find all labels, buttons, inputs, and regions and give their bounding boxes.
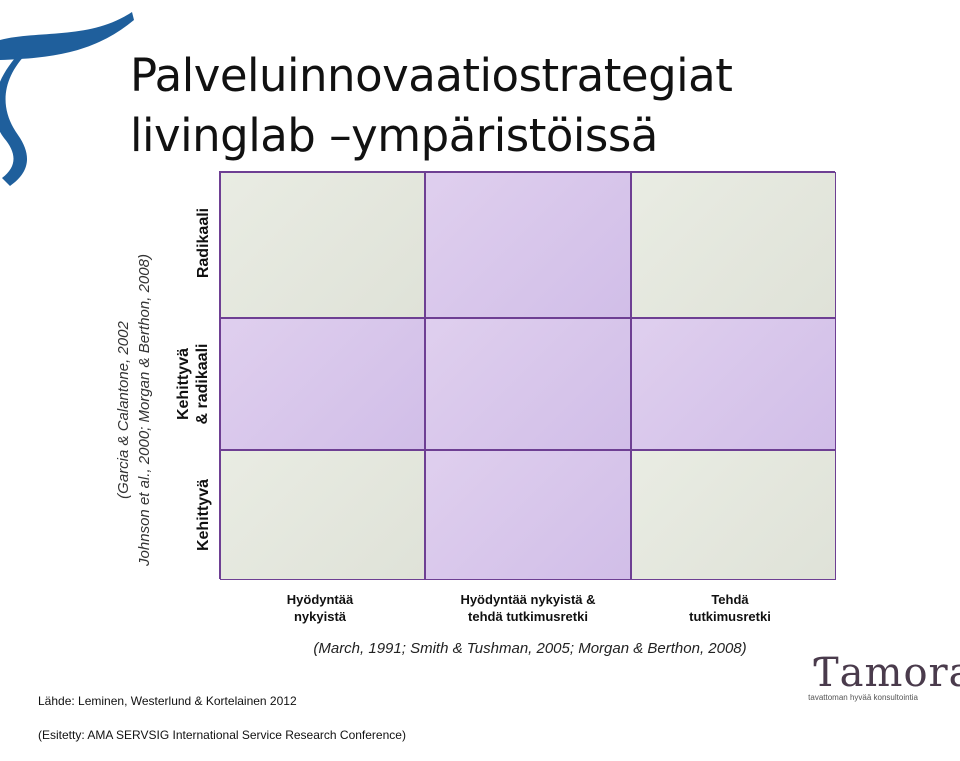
source-note: Lähde: Leminen, Westerlund & Kortelainen… xyxy=(38,676,406,761)
matrix-cell-r2-c2 xyxy=(425,318,631,450)
row-label-kehittyva-radikaali: Kehittyvä & radikaali xyxy=(175,343,211,425)
matrix-cell-r3-c3 xyxy=(631,450,836,580)
col-label-hyodyntaa: Hyödyntää nykyistä xyxy=(286,592,354,624)
source-line-1: Lähde: Leminen, Westerlund & Kortelainen… xyxy=(38,694,297,708)
logo-tagline: tavattoman hyvää konsultointia xyxy=(808,693,918,702)
bottom-citation: (March, 1991; Smith & Tushman, 2005; Mor… xyxy=(313,640,747,657)
source-line-2: (Esitetty: AMA SERVSIG International Ser… xyxy=(38,728,406,742)
slide: Palveluinnovaatiostrategiat livinglab –y… xyxy=(0,12,960,742)
company-logo: Ƭamora xyxy=(812,650,960,696)
title-line-2: livinglab –ympäristöissä xyxy=(130,109,658,162)
swirl-decoration-icon xyxy=(0,12,134,186)
matrix-cell-r3-c1 xyxy=(220,450,425,580)
title-line-1: Palveluinnovaatiostrategiat xyxy=(130,49,733,102)
matrix-cell-r1-c2 xyxy=(425,172,631,318)
side-citation: (Garcia & Calantone, 2002 Johnson et al.… xyxy=(115,254,153,566)
matrix-cell-r1-c3 xyxy=(631,172,836,318)
row-label-kehittyva: Kehittyvä xyxy=(195,478,212,552)
matrix-cell-r1-c1 xyxy=(220,172,425,318)
slide-title: Palveluinnovaatiostrategiat livinglab –y… xyxy=(130,46,890,166)
matrix-cell-r2-c1 xyxy=(220,318,425,450)
col-label-hyodyntaa-tutkimusretki: Hyödyntää nykyistä & tehdä tutkimusretki xyxy=(460,592,596,624)
matrix-cell-r3-c2 xyxy=(425,450,631,580)
row-label-radikaali: Radikaali xyxy=(195,207,212,279)
strategy-matrix xyxy=(219,171,836,580)
col-label-tutkimusretki: Tehdä tutkimusretki xyxy=(689,592,771,624)
matrix-cell-r2-c3 xyxy=(631,318,836,450)
